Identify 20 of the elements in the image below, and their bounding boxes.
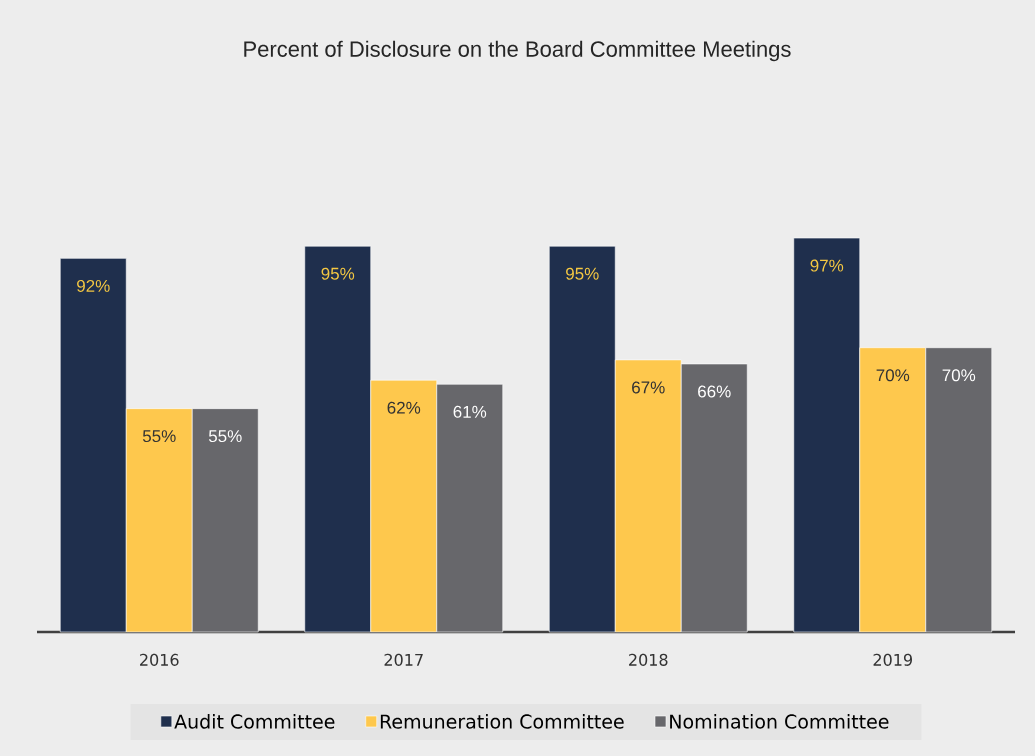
legend-label: Nomination Committee xyxy=(670,714,889,729)
data-label: 67% xyxy=(632,381,665,394)
data-label: 70% xyxy=(876,369,910,382)
x-tick-label: 2019 xyxy=(873,653,912,666)
data-label: 97% xyxy=(810,259,844,272)
legend-label: Audit Committee xyxy=(174,714,335,729)
data-label: 95% xyxy=(321,267,355,280)
x-tick-label: 2017 xyxy=(384,653,423,666)
data-label: 92% xyxy=(77,279,110,292)
data-label: 55% xyxy=(208,430,242,443)
x-tick-label: 2016 xyxy=(140,653,179,666)
data-label: 62% xyxy=(387,401,421,414)
data-label: 55% xyxy=(142,430,176,443)
x-tick-label: 2018 xyxy=(629,653,668,666)
chart-title: Percent of Disclosure on the Board Committee Meetings xyxy=(244,40,791,62)
data-label: 61% xyxy=(453,405,487,418)
data-label: 66% xyxy=(698,385,731,398)
data-label: 70% xyxy=(942,369,976,382)
data-label: 95% xyxy=(566,267,599,280)
legend-label: Remuneration Committee xyxy=(380,714,624,729)
